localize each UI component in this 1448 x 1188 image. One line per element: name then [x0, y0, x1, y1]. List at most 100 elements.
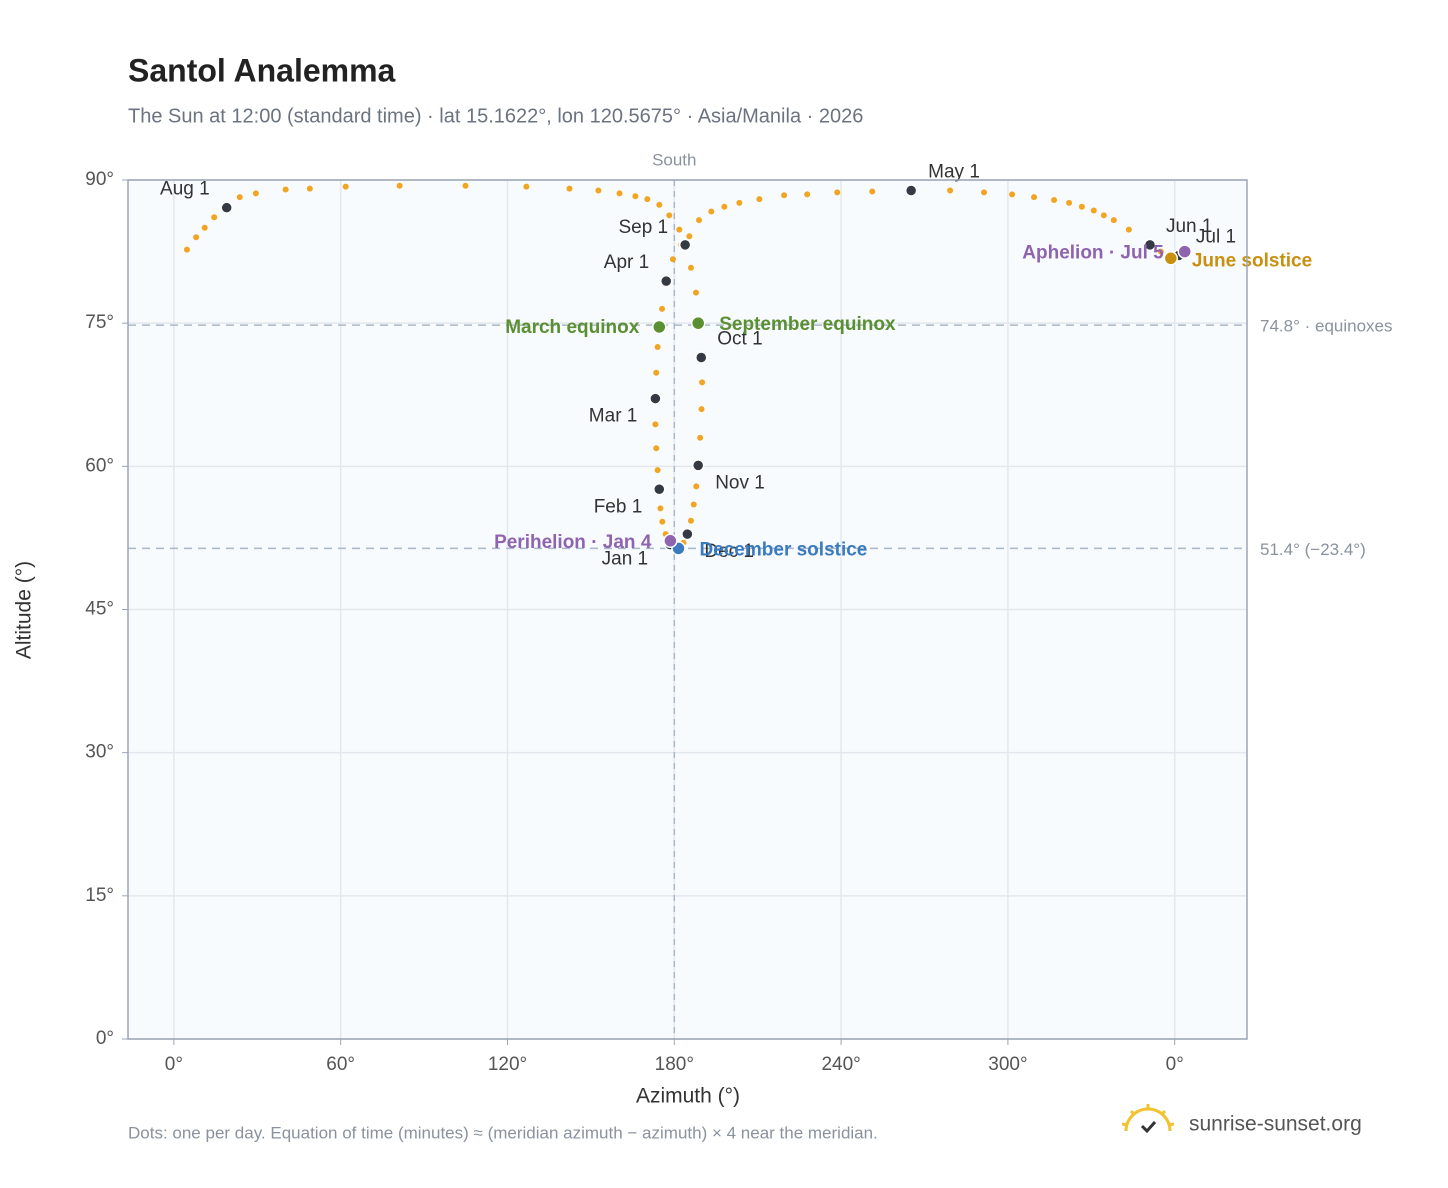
day-dot	[566, 185, 573, 192]
day-dot	[616, 190, 623, 197]
day-dot	[201, 224, 208, 231]
month-marker	[695, 351, 708, 364]
day-dot	[183, 246, 190, 253]
day-dot	[834, 189, 841, 196]
month-marker	[681, 527, 694, 541]
day-dot	[690, 501, 697, 508]
day-dot	[342, 183, 349, 190]
day-dot	[1090, 207, 1097, 214]
day-dot	[693, 483, 700, 490]
day-dot	[1078, 203, 1085, 210]
day-dot	[644, 196, 651, 203]
day-dot	[653, 445, 660, 452]
day-dot	[676, 226, 683, 233]
day-dot	[211, 214, 218, 221]
y-tick-label: 60°	[85, 455, 114, 476]
day-dot	[1051, 197, 1058, 204]
day-dot	[654, 344, 661, 351]
month-marker	[691, 459, 705, 472]
day-dot	[656, 201, 663, 208]
event-marker	[663, 533, 678, 549]
day-dot	[1100, 212, 1107, 219]
month-label: Jan 1	[602, 549, 648, 570]
month-marker	[659, 274, 673, 288]
month-marker	[649, 392, 662, 405]
day-dot	[653, 369, 660, 376]
day-dot	[804, 191, 811, 198]
footnote: Dots: one per day. Equation of time (min…	[128, 1123, 878, 1142]
x-tick-label: 60°	[326, 1054, 355, 1075]
day-dot	[1031, 194, 1038, 201]
day-dot	[1157, 248, 1164, 255]
y-tick-label: 30°	[85, 742, 114, 763]
month-label: Mar 1	[589, 406, 638, 427]
day-dot	[692, 289, 699, 296]
day-dot	[654, 467, 661, 474]
month-label: Nov 1	[715, 472, 765, 493]
day-dot	[687, 517, 694, 524]
month-marker	[220, 201, 233, 214]
day-dot	[869, 188, 876, 195]
event-label: Perihelion · Jan 4	[494, 532, 652, 553]
day-dot	[781, 192, 788, 199]
day-dot	[659, 518, 666, 525]
day-dot	[721, 203, 728, 210]
day-dot	[686, 233, 693, 240]
event-marker	[690, 315, 706, 331]
month-label: Dec 1	[704, 541, 754, 562]
reference-label: 74.8° · equinoxes	[1260, 317, 1393, 336]
event-label: Aphelion · Jul 5	[1022, 243, 1164, 264]
day-dot	[595, 187, 602, 194]
x-tick-label: 0°	[1166, 1054, 1184, 1075]
x-tick-label: 180°	[655, 1054, 694, 1075]
x-tick-label: 120°	[488, 1054, 527, 1075]
day-dot	[698, 406, 705, 413]
brand-name: sunrise-sunset.org	[1189, 1113, 1362, 1136]
day-dot	[947, 187, 954, 194]
y-axis-label: Altitude (°)	[13, 561, 36, 659]
day-dot	[523, 183, 530, 190]
y-tick-label: 45°	[85, 599, 114, 620]
month-label: Jul 1	[1196, 226, 1236, 247]
y-tick-label: 75°	[85, 312, 114, 333]
y-tick-label: 0°	[96, 1028, 114, 1049]
day-dot	[981, 189, 988, 196]
month-label: May 1	[928, 162, 980, 183]
month-marker	[653, 482, 666, 496]
event-label: June solstice	[1192, 250, 1312, 271]
x-tick-label: 240°	[821, 1054, 860, 1075]
chart-subtitle: The Sun at 12:00 (standard time) · lat 1…	[128, 105, 863, 127]
day-dot	[282, 186, 289, 193]
day-dot	[697, 434, 704, 441]
day-dot	[652, 421, 659, 428]
day-dot	[657, 505, 664, 512]
day-dot	[699, 379, 706, 386]
day-dot	[1009, 191, 1016, 198]
y-tick-label: 90°	[85, 169, 114, 190]
x-axis-label: Azimuth (°)	[636, 1085, 740, 1108]
day-dot	[236, 194, 243, 201]
day-dot	[687, 264, 694, 271]
day-dot	[193, 234, 200, 241]
day-dot	[666, 212, 673, 219]
event-marker	[652, 319, 667, 335]
event-marker	[1163, 251, 1179, 266]
month-label: Jun 1	[1166, 216, 1212, 237]
month-label: Aug 1	[160, 179, 210, 200]
month-marker	[904, 184, 918, 197]
day-dot	[736, 199, 743, 206]
event-label: March equinox	[505, 317, 640, 338]
day-dot	[632, 193, 639, 200]
month-marker	[678, 238, 692, 252]
day-dot	[708, 208, 715, 215]
month-label: Feb 1	[594, 496, 643, 517]
event-marker	[1177, 244, 1192, 259]
meridian-label: South	[652, 150, 696, 169]
x-tick-label: 0°	[165, 1054, 183, 1075]
month-label: Apr 1	[604, 252, 649, 273]
brand-logo	[1121, 1104, 1175, 1134]
month-marker	[1143, 238, 1157, 252]
chart-title: Santol Analemma	[128, 52, 396, 88]
day-dot	[659, 305, 666, 312]
